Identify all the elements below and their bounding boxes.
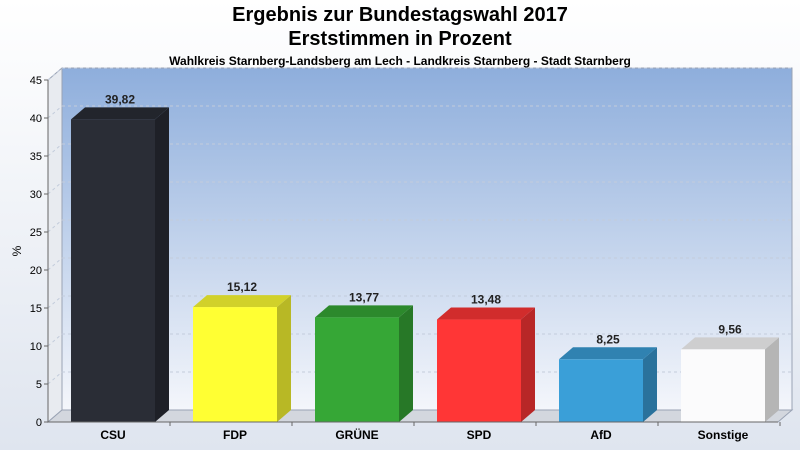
bar-grüne: 13,77 <box>315 290 413 422</box>
bar-front <box>193 307 277 422</box>
x-tick-label: CSU <box>100 428 125 442</box>
data-label: 39,82 <box>105 92 135 106</box>
y-tick-label: 0 <box>36 417 42 429</box>
plot-back-wall <box>61 67 793 411</box>
y-tick-label: 20 <box>30 265 42 277</box>
data-label: 8,25 <box>596 332 620 346</box>
bar-top <box>71 107 169 120</box>
bar-front <box>681 349 765 422</box>
y-tick-label: 15 <box>30 303 42 315</box>
bar-csu: 39,82 <box>71 92 169 423</box>
grid-lines <box>47 67 792 385</box>
bar-fdp: 15,12 <box>193 280 291 422</box>
bar-front <box>71 119 155 423</box>
y-tick-label: 10 <box>30 341 42 353</box>
bar-spd: 13,48 <box>437 293 535 422</box>
data-label: 13,77 <box>349 290 379 304</box>
bars: 39,82 15,12 13,77 13,48 8,25 9,56 <box>71 92 779 423</box>
data-label: 15,12 <box>227 280 257 294</box>
bar-side <box>399 305 413 422</box>
x-tick-label: Sonstige <box>698 428 749 442</box>
bar-front <box>315 317 399 422</box>
y-tick-label: 25 <box>30 227 42 239</box>
y-tick-label: 30 <box>30 189 42 201</box>
y-tick-label: 35 <box>30 151 42 163</box>
x-tick-label: FDP <box>223 428 247 442</box>
bar-front <box>437 319 521 422</box>
chart-title: Ergebnis zur Bundestagswahl 2017 <box>232 4 568 26</box>
bar-top <box>437 307 535 320</box>
y-axis: 0 5 10 15 20 25 30 35 40 45% <box>10 75 49 429</box>
bar-top <box>193 295 291 308</box>
bar-side <box>765 337 779 422</box>
x-tick-label: SPD <box>467 428 492 442</box>
chart-caption: Wahlkreis Starnberg-Landsberg am Lech - … <box>169 54 631 68</box>
bar-top <box>315 305 413 318</box>
bar-afd: 8,25 <box>559 332 657 422</box>
data-label: 9,56 <box>718 322 742 336</box>
x-tick-label: GRÜNE <box>335 427 378 442</box>
bar-side <box>277 295 291 422</box>
x-axis: CSU FDP GRÜNE SPD AfD Sonstige <box>48 421 781 442</box>
plot-left-wall <box>47 66 63 424</box>
y-axis-label: % <box>10 245 24 256</box>
bar-top <box>681 337 779 350</box>
data-label: 13,48 <box>471 293 501 307</box>
bar-front <box>559 359 643 422</box>
bar-sonstige: 9,56 <box>681 322 779 422</box>
y-tick-label: 5 <box>36 379 42 391</box>
bar-side <box>643 347 657 422</box>
chart-subtitle: Erststimmen in Prozent <box>288 28 512 50</box>
y-tick-label: 40 <box>30 113 42 125</box>
y-tick-label: 45 <box>30 75 42 87</box>
bar-top <box>559 347 657 360</box>
x-tick-label: AfD <box>590 428 612 442</box>
bar-side <box>521 307 535 422</box>
bar-side <box>155 107 169 423</box>
